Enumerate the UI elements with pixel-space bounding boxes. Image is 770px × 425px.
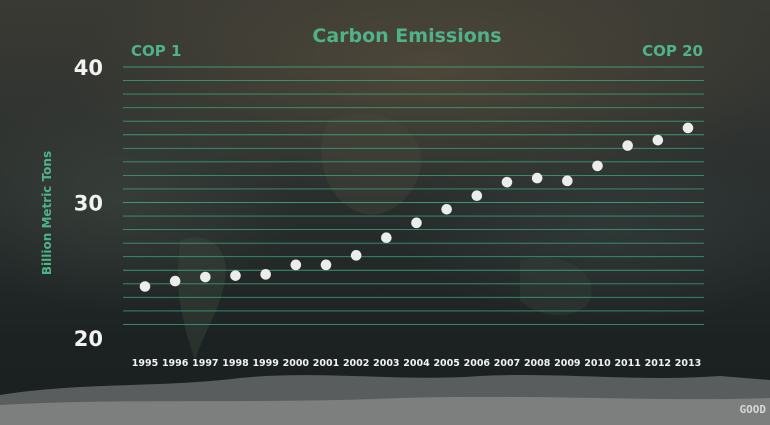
- data-point: [441, 203, 452, 215]
- x-tick-label: 2007: [494, 358, 520, 369]
- y-tick-label: 30: [74, 192, 103, 216]
- data-point: [501, 176, 513, 188]
- x-tick-label: 1997: [192, 358, 218, 369]
- data-point: [260, 269, 271, 280]
- data-point: [622, 140, 633, 151]
- x-tick-label: 2012: [645, 358, 671, 369]
- x-tick-label: 2008: [524, 358, 551, 369]
- x-tick-label: 1995: [132, 358, 158, 369]
- x-tick-label: 2006: [464, 358, 491, 369]
- y-tick-label: 40: [74, 56, 103, 80]
- x-tick-label: 2009: [554, 358, 580, 369]
- x-tick-label: 1996: [162, 358, 189, 369]
- x-tick-label: 2000: [283, 358, 310, 369]
- y-axis-label: Billion Metric Tons: [40, 151, 54, 275]
- x-tick-label: 2002: [343, 358, 369, 369]
- x-tick-label: 2005: [433, 358, 459, 369]
- x-tick-label: 2004: [403, 358, 430, 369]
- data-point: [139, 281, 151, 292]
- x-tick-label: 2011: [614, 358, 640, 369]
- data-point: [290, 259, 302, 271]
- x-tick-label: 2013: [675, 358, 701, 369]
- y-axis-ticks: 40 30 20: [74, 56, 103, 351]
- data-point: [471, 190, 483, 202]
- x-tick-label: 1999: [252, 358, 278, 369]
- data-point: [230, 270, 241, 281]
- data-point: [531, 172, 543, 184]
- data-point: [200, 271, 211, 283]
- x-tick-label: 2003: [373, 358, 399, 369]
- data-point: [652, 134, 664, 146]
- good-watermark-logo: GOOD: [740, 403, 767, 416]
- x-tick-label: 2010: [584, 358, 611, 369]
- data-point: [562, 175, 573, 187]
- data-point: [320, 259, 332, 271]
- chart-title: Carbon Emissions: [312, 25, 501, 47]
- data-point: [682, 122, 694, 134]
- data-point: [411, 217, 422, 229]
- data-point: [350, 250, 362, 261]
- x-tick-label: 2001: [313, 358, 339, 369]
- x-tick-label: 1998: [222, 358, 249, 369]
- gridlines: [123, 66, 704, 325]
- data-point: [381, 232, 392, 244]
- data-points: [139, 122, 694, 292]
- data-point: [592, 160, 603, 172]
- annotation-cop-20: COP 20: [642, 42, 703, 60]
- annotation-cop-1: COP 1: [131, 42, 181, 60]
- y-tick-label: 20: [74, 327, 103, 351]
- data-point: [169, 275, 181, 287]
- x-axis-ticks: 1995 1996 1997 1998 1999 2000 2001 2002 2003 2004…: [132, 358, 701, 369]
